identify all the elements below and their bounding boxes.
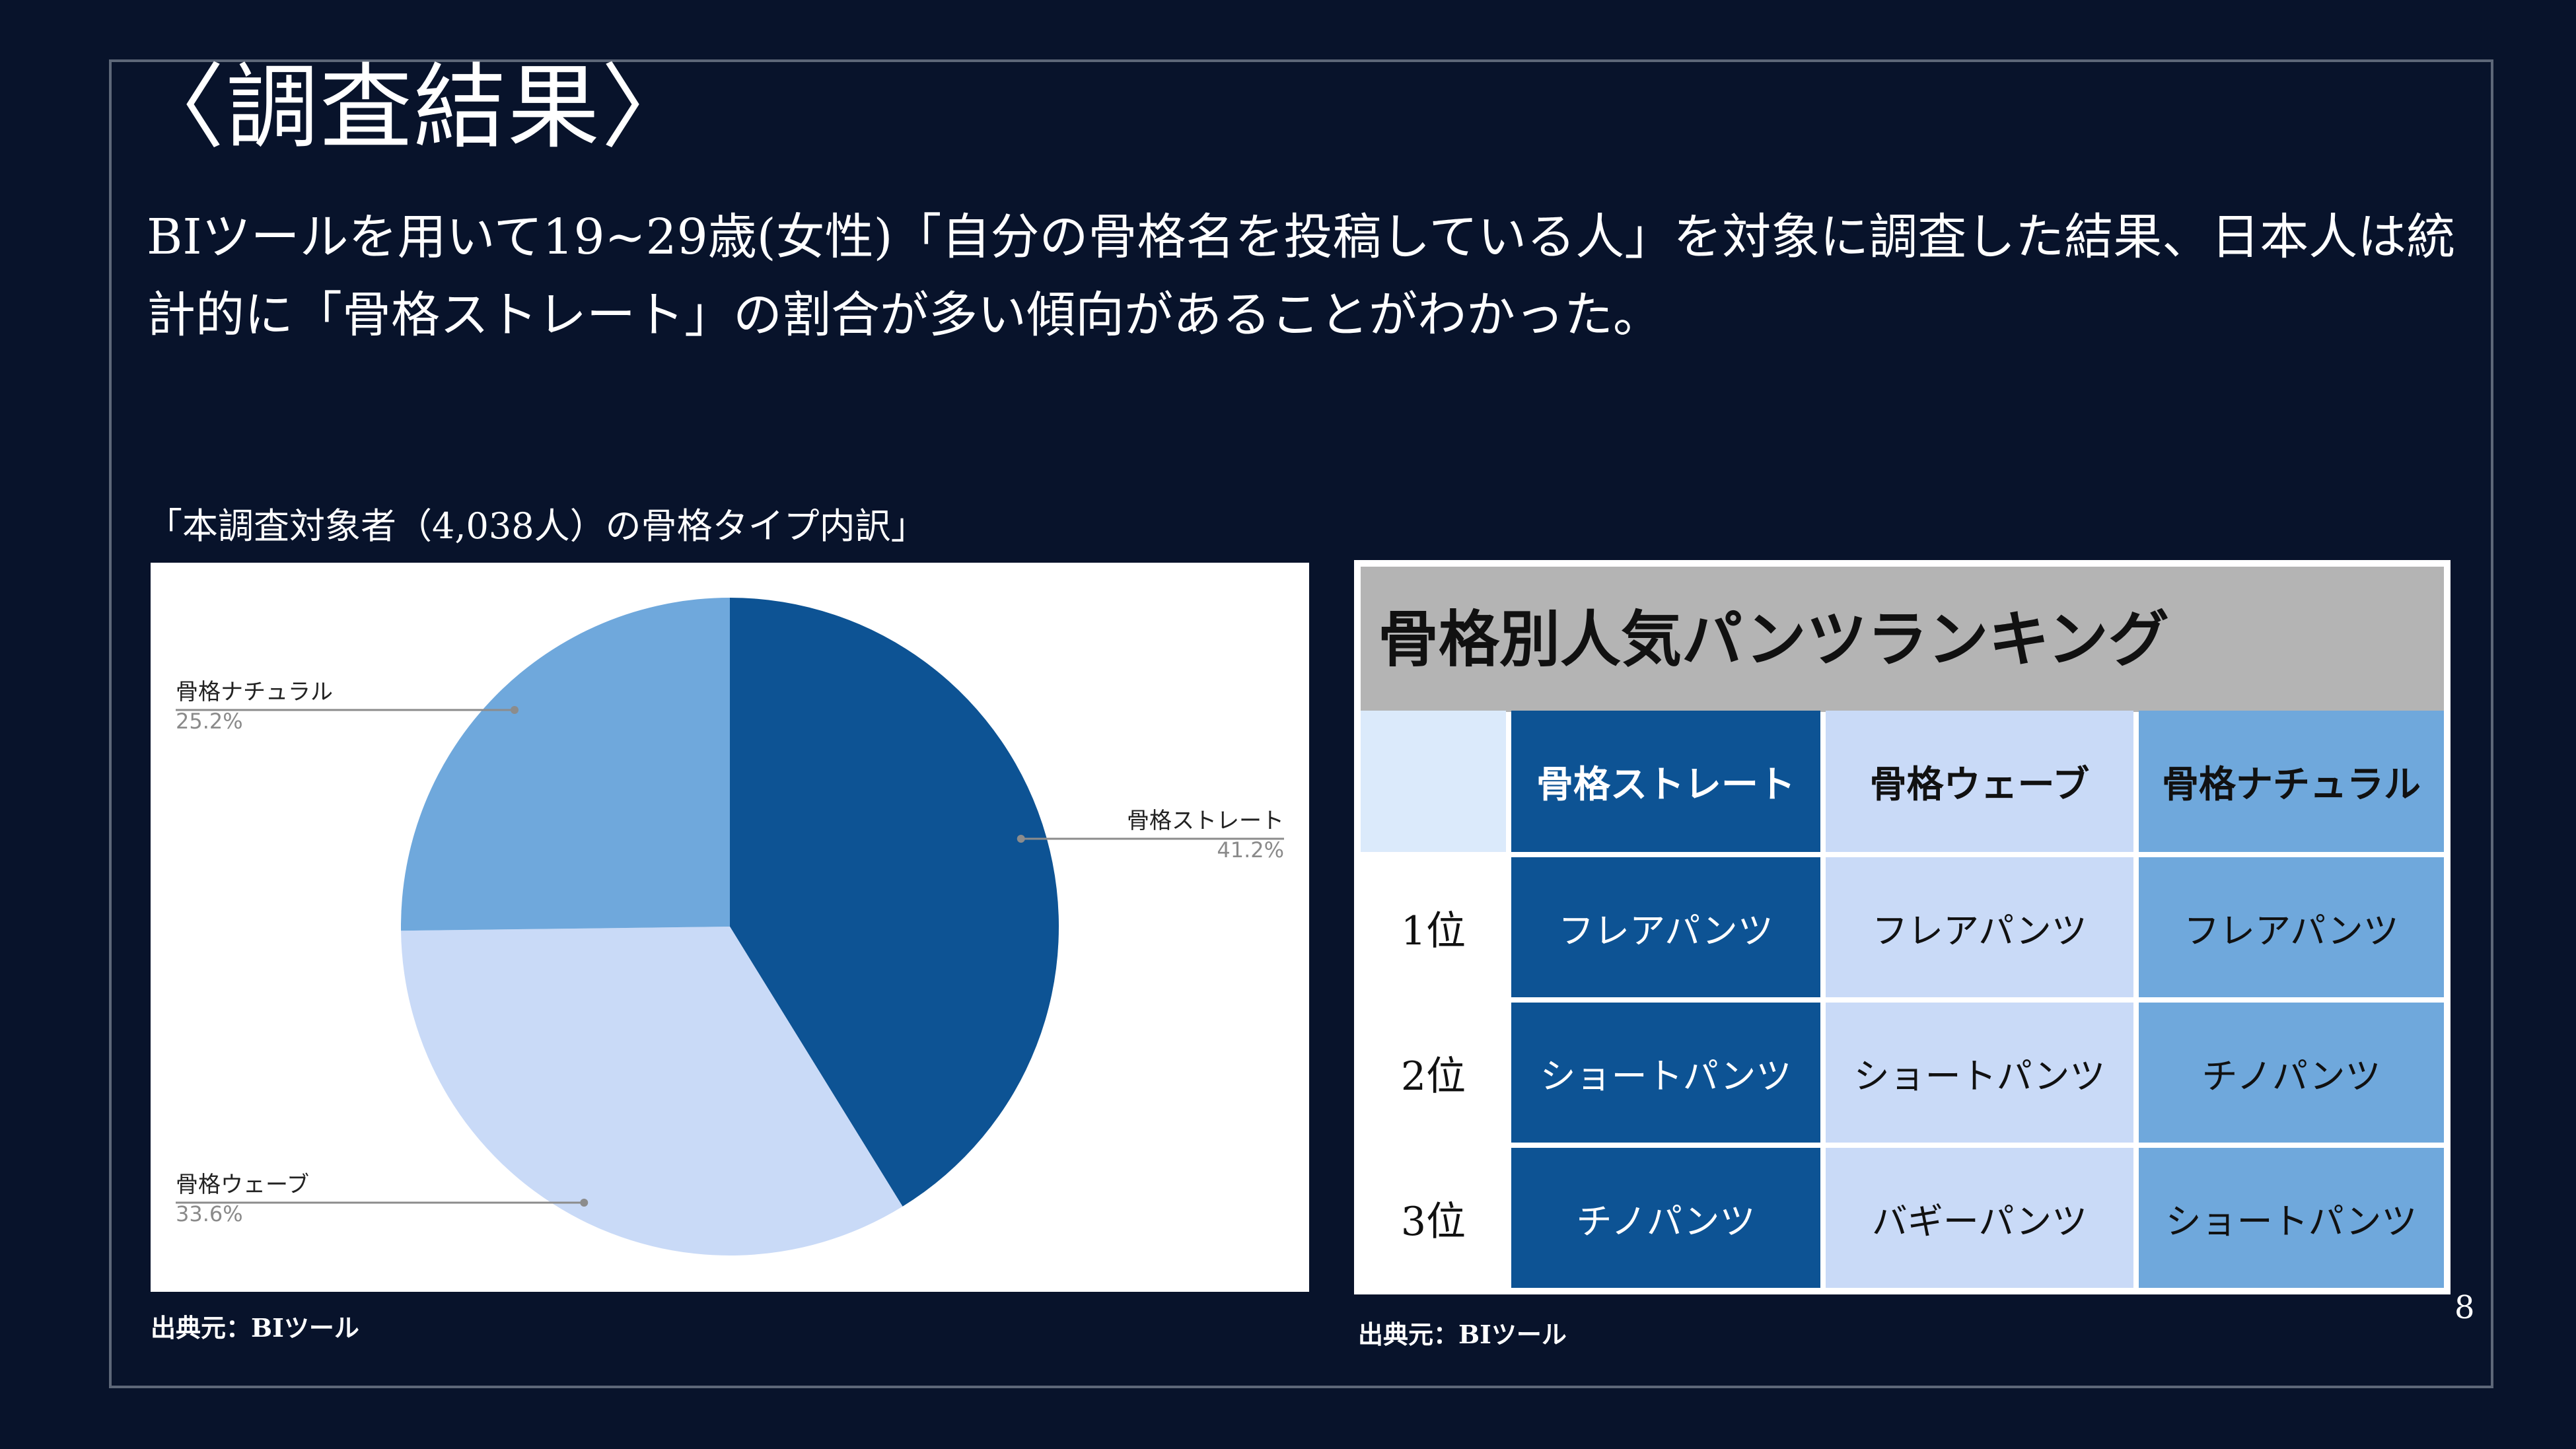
pie-slice bbox=[401, 598, 730, 931]
pie-chart-panel: 骨格ストレート 41.2% 骨格ウェーブ 33.6% 骨格ナチュラル 25.2% bbox=[151, 563, 1309, 1292]
table-cell: ショートパンツ bbox=[2139, 1148, 2444, 1288]
slice-percent-label: 41.2% bbox=[1217, 837, 1284, 863]
slice-percent-label: 33.6% bbox=[176, 1201, 243, 1226]
column-header-wave: 骨格ウェーブ bbox=[1826, 711, 2133, 852]
rank-label: 2位 bbox=[1361, 1003, 1506, 1143]
leader-dot bbox=[580, 1199, 589, 1207]
column-header-straight: 骨格ストレート bbox=[1511, 711, 1820, 852]
table-cell: チノパンツ bbox=[2139, 1003, 2444, 1143]
slice-label: 骨格ウェーブ bbox=[176, 1172, 309, 1198]
slice-percent-label: 25.2% bbox=[176, 709, 243, 734]
slide-description: BIツールを用いて19~29歳(女性)「自分の骨格名を投稿している人」を対象に調… bbox=[147, 209, 2456, 343]
rank-label: 1位 bbox=[1361, 857, 1506, 997]
table-source: 出典元：BIツール bbox=[1358, 1320, 1567, 1349]
pie-chart: 骨格ストレート 41.2% 骨格ウェーブ 33.6% 骨格ナチュラル 25.2% bbox=[176, 598, 1284, 1256]
table-cell: フレアパンツ bbox=[1511, 857, 1820, 997]
rank-label: 3位 bbox=[1361, 1148, 1506, 1288]
table-cell: ショートパンツ bbox=[1826, 1003, 2133, 1143]
slide-frame bbox=[109, 59, 2493, 1388]
table-cell: ショートパンツ bbox=[1511, 1003, 1820, 1143]
slide-title: 〈調査結果〉 bbox=[132, 54, 696, 162]
table-corner-cell bbox=[1361, 711, 1506, 852]
slice-label: 骨格ストレート bbox=[1127, 808, 1284, 834]
slice-label: 骨格ナチュラル bbox=[176, 679, 333, 705]
leader-dot bbox=[1017, 835, 1025, 843]
table-cell: チノパンツ bbox=[1511, 1148, 1820, 1288]
ranking-table-title: 骨格別人気パンツランキング bbox=[1361, 567, 2444, 712]
ranking-table: 骨格別人気パンツランキング 骨格ストレート 骨格ウェーブ 骨格ナチュラル 1位 … bbox=[1354, 560, 2451, 1294]
column-header-natural: 骨格ナチュラル bbox=[2139, 711, 2444, 852]
pie-slice bbox=[730, 598, 1059, 1207]
leader-dot bbox=[511, 706, 519, 714]
table-cell: バギーパンツ bbox=[1826, 1148, 2133, 1288]
table-cell: フレアパンツ bbox=[1826, 857, 2133, 997]
pie-slice bbox=[401, 927, 903, 1256]
page-number: 8 bbox=[2454, 1289, 2475, 1326]
chart-source: 出典元：BIツール bbox=[151, 1313, 359, 1343]
table-cell: フレアパンツ bbox=[2139, 857, 2444, 997]
chart-caption: 「本調査対象者（4,038人）の骨格タイプ内訳」 bbox=[147, 505, 927, 547]
